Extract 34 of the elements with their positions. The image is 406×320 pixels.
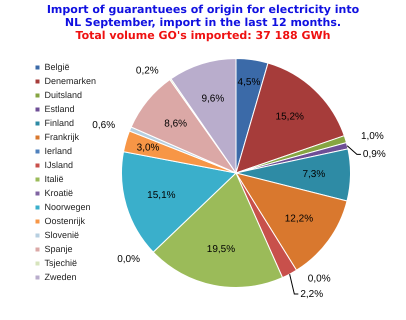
legend-label: Ierland <box>44 146 72 156</box>
legend-label: Finland <box>44 118 74 128</box>
legend-label: Zweden <box>44 272 77 282</box>
legend-label: Frankrijk <box>44 132 80 142</box>
data-label: 4,5% <box>238 77 260 88</box>
legend-label: Noorwegen <box>44 202 91 212</box>
data-label: 7,3% <box>302 169 326 180</box>
data-label: 2,2% <box>300 288 324 300</box>
legend-label: Spanje <box>44 244 73 254</box>
legend-label: Italië <box>44 174 64 184</box>
legend-label: België <box>44 62 70 72</box>
data-label: 15,1% <box>147 190 176 201</box>
legend-label: Denemarken <box>44 76 96 86</box>
data-label: 0,9% <box>362 149 386 160</box>
legend-label: Slovenië <box>44 230 80 240</box>
data-label: 9,6% <box>201 93 224 104</box>
text: 0,0% <box>117 254 140 265</box>
data-label: 8,6% <box>164 118 188 130</box>
legend-label: Kroatië <box>44 188 74 198</box>
data-label: 15,2% <box>276 111 304 122</box>
data-label: 0,2% <box>136 66 159 77</box>
legend-label: Oostenrijk <box>44 216 86 226</box>
data-label: 19,5% <box>206 244 236 256</box>
legend-label: Estland <box>44 104 75 114</box>
legend-label: Tsjechië <box>44 258 78 268</box>
chart-subtitle: Total volume GO's imported: 37 188 GWh <box>74 29 332 42</box>
legend-label: IJsland <box>44 160 74 170</box>
data-label: 3,0% <box>136 142 160 154</box>
chart-title: Import of guarantuees of origin for electricity into NL September, import in the last 12 months. <box>46 2 360 29</box>
data-label: 0,6% <box>92 120 116 131</box>
text: 0,0% <box>308 273 331 284</box>
data-label: 12,2% <box>284 214 314 225</box>
data-label: 1,0% <box>360 130 384 142</box>
legend-label: Duitsland <box>44 90 82 100</box>
